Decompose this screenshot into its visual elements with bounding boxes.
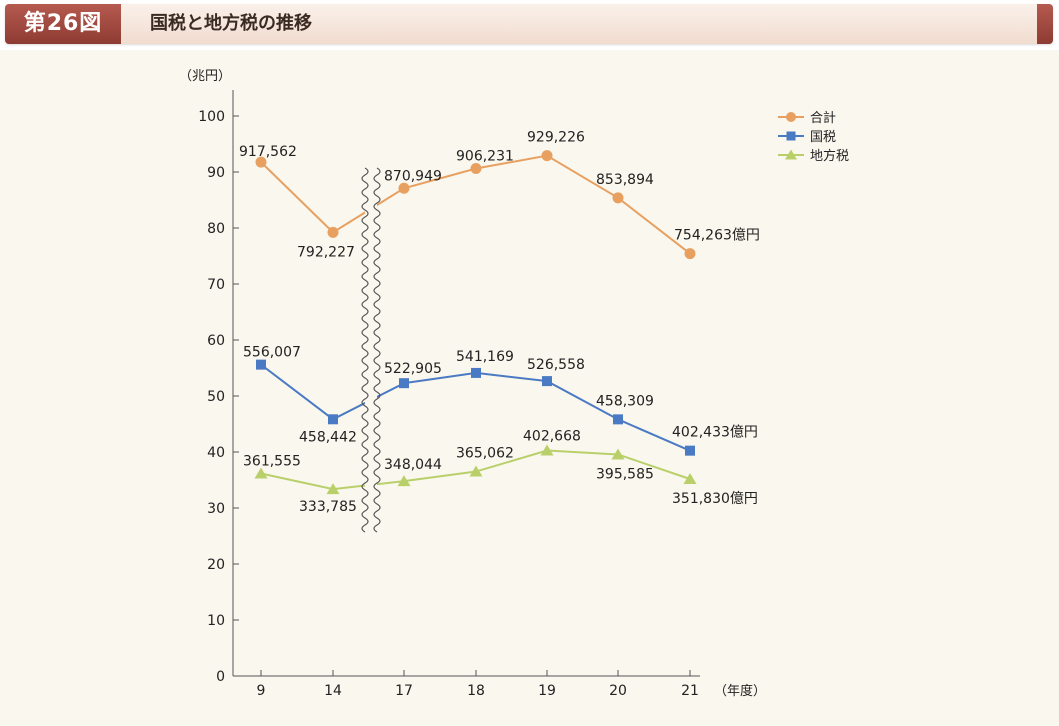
- data-point: [328, 414, 338, 425]
- data-point: [327, 226, 339, 238]
- header-accent: [1037, 4, 1053, 44]
- data-point: [684, 248, 696, 260]
- data-label: 333,785: [299, 499, 357, 515]
- x-tick-label: 17: [395, 683, 413, 699]
- legend-label: 地方税: [810, 148, 849, 164]
- data-point: [399, 378, 409, 389]
- data-label: 870,949: [384, 168, 442, 184]
- data-label: 906,231: [456, 149, 514, 165]
- data-label: 458,442: [299, 429, 357, 445]
- data-label: 556,007: [243, 345, 301, 361]
- data-point: [255, 156, 267, 168]
- data-point: [254, 467, 268, 479]
- data-label: 402,668: [523, 428, 581, 444]
- data-point: [469, 465, 483, 477]
- x-tick-label: 14: [324, 683, 342, 699]
- data-point: [397, 475, 411, 487]
- data-label: 348,044: [384, 457, 442, 473]
- data-label: 754,263億円: [674, 228, 760, 244]
- data-label: 526,558: [527, 357, 585, 373]
- data-point: [541, 150, 553, 162]
- y-axis-label: （兆円）: [179, 69, 231, 84]
- data-label: 361,555: [243, 454, 301, 470]
- x-tick-label: 9: [257, 683, 266, 699]
- data-label: 853,894: [596, 172, 654, 188]
- axis-break-right-edge: [373, 167, 381, 533]
- data-label: 402,433億円: [672, 425, 758, 441]
- x-tick-label: 21: [681, 683, 699, 699]
- data-point: [398, 182, 410, 194]
- data-label: 522,905: [384, 361, 442, 377]
- legend-label: 合計: [810, 110, 836, 126]
- y-tick-label: 90: [207, 165, 225, 181]
- legend-marker: [785, 149, 797, 160]
- y-tick-label: 30: [207, 501, 225, 517]
- data-label: 458,309: [596, 393, 654, 409]
- y-tick-label: 10: [207, 613, 225, 629]
- data-point: [611, 448, 625, 460]
- y-tick-label: 40: [207, 445, 225, 461]
- data-point: [256, 359, 266, 370]
- data-point: [542, 376, 552, 387]
- chart-background: [0, 50, 1059, 726]
- figure-title: 国税と地方税の推移: [150, 13, 312, 34]
- legend-marker: [786, 112, 796, 122]
- y-tick-label: 80: [207, 221, 225, 237]
- data-point: [540, 444, 554, 456]
- legend-label: 国税: [810, 130, 836, 145]
- axis-break-left-edge: [361, 167, 369, 533]
- x-tick-label: 19: [538, 683, 556, 699]
- data-point: [613, 414, 623, 425]
- data-label: 541,169: [456, 349, 514, 365]
- data-label: 365,062: [456, 446, 514, 462]
- data-point: [470, 163, 482, 175]
- data-point: [326, 483, 340, 495]
- figure-number: 第26図: [5, 4, 121, 44]
- data-label: 792,227: [297, 244, 355, 260]
- y-tick-label: 0: [216, 669, 225, 685]
- y-tick-label: 60: [207, 333, 225, 349]
- data-label: 917,562: [239, 144, 297, 160]
- data-label: 395,585: [596, 466, 654, 482]
- figure-header: [5, 4, 1053, 44]
- x-tick-label: 18: [467, 683, 485, 699]
- y-tick-label: 50: [207, 389, 225, 405]
- data-point: [685, 445, 695, 456]
- data-point: [471, 367, 481, 378]
- y-tick-label: 100: [198, 109, 225, 125]
- x-tick-label: 20: [609, 683, 627, 699]
- data-point: [612, 192, 624, 204]
- legend-marker: [786, 131, 796, 141]
- data-label: 929,226: [527, 130, 585, 146]
- y-tick-label: 20: [207, 557, 225, 573]
- data-point: [683, 472, 697, 484]
- y-tick-label: 70: [207, 277, 225, 293]
- x-axis-label: （年度）: [714, 683, 766, 699]
- data-label: 351,830億円: [672, 491, 758, 507]
